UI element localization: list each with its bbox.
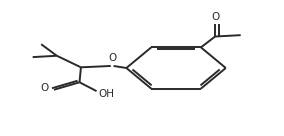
Text: O: O [211,12,219,22]
Text: O: O [108,53,116,63]
Text: OH: OH [99,89,114,99]
Text: O: O [41,83,49,93]
